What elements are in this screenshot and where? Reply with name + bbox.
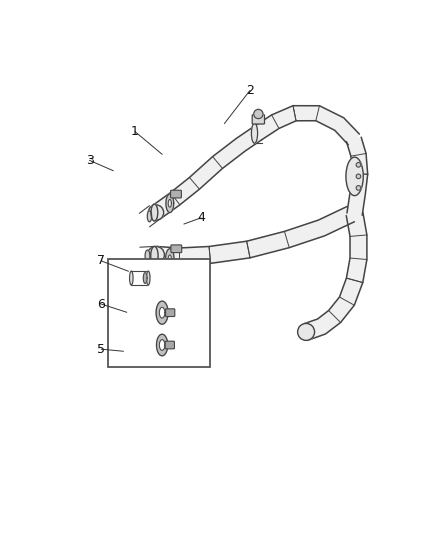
Polygon shape [303, 213, 367, 340]
Ellipse shape [151, 204, 158, 221]
Text: 6: 6 [97, 297, 105, 311]
Polygon shape [166, 249, 174, 269]
FancyBboxPatch shape [166, 309, 175, 317]
Text: 2: 2 [246, 84, 254, 97]
FancyBboxPatch shape [108, 259, 210, 367]
Ellipse shape [151, 246, 158, 265]
Circle shape [148, 205, 164, 220]
Text: 4: 4 [197, 212, 205, 224]
Text: 5: 5 [97, 343, 106, 356]
Polygon shape [143, 273, 147, 284]
Polygon shape [152, 127, 262, 219]
Polygon shape [346, 137, 367, 215]
Ellipse shape [346, 157, 363, 196]
FancyBboxPatch shape [171, 190, 181, 198]
Text: 3: 3 [86, 154, 93, 167]
Circle shape [148, 246, 164, 263]
FancyBboxPatch shape [252, 115, 265, 124]
Polygon shape [253, 106, 360, 145]
FancyBboxPatch shape [165, 341, 174, 349]
Circle shape [356, 163, 361, 167]
Polygon shape [166, 194, 174, 213]
Text: 1: 1 [131, 125, 139, 138]
Circle shape [298, 324, 314, 341]
Circle shape [356, 185, 361, 190]
Ellipse shape [147, 271, 150, 285]
Ellipse shape [251, 123, 258, 143]
Text: 7: 7 [97, 254, 106, 268]
Polygon shape [155, 206, 354, 265]
Ellipse shape [145, 250, 150, 262]
Circle shape [356, 174, 361, 179]
Polygon shape [156, 301, 168, 324]
Circle shape [254, 109, 263, 119]
FancyBboxPatch shape [171, 245, 182, 253]
Ellipse shape [147, 211, 152, 222]
Polygon shape [156, 334, 168, 356]
Ellipse shape [130, 271, 133, 285]
